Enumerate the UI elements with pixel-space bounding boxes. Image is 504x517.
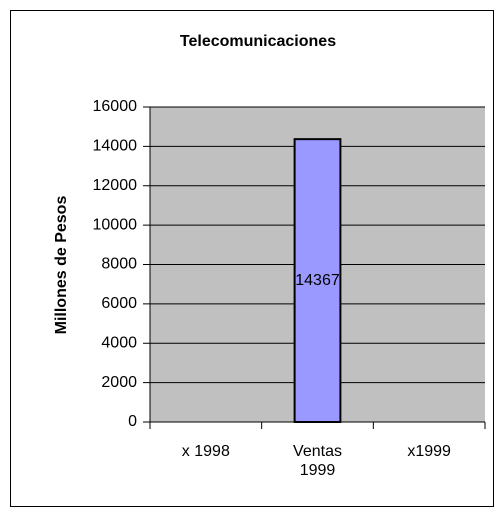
data-label: 14367 [295,272,340,289]
chart-title: Telecomunicaciones [180,33,336,50]
y-tick-label: 16000 [93,98,138,115]
y-tick-label: 0 [128,413,137,430]
y-tick-label: 12000 [93,177,138,194]
bar [293,138,342,423]
y-tick-label: 14000 [93,138,138,155]
y-tick-label: 10000 [93,216,138,233]
x-tick-label: x 1998 [181,443,230,460]
x-tick-label: x1999 [407,443,451,460]
y-axis-title: Millones de Pesos [53,196,70,335]
y-tick-label: 4000 [101,334,137,351]
y-tick-label: 8000 [101,256,137,273]
x-tick-label: Ventas 1999 [293,443,342,479]
y-tick-label: 2000 [101,374,137,391]
y-tick-label: 6000 [101,295,137,312]
